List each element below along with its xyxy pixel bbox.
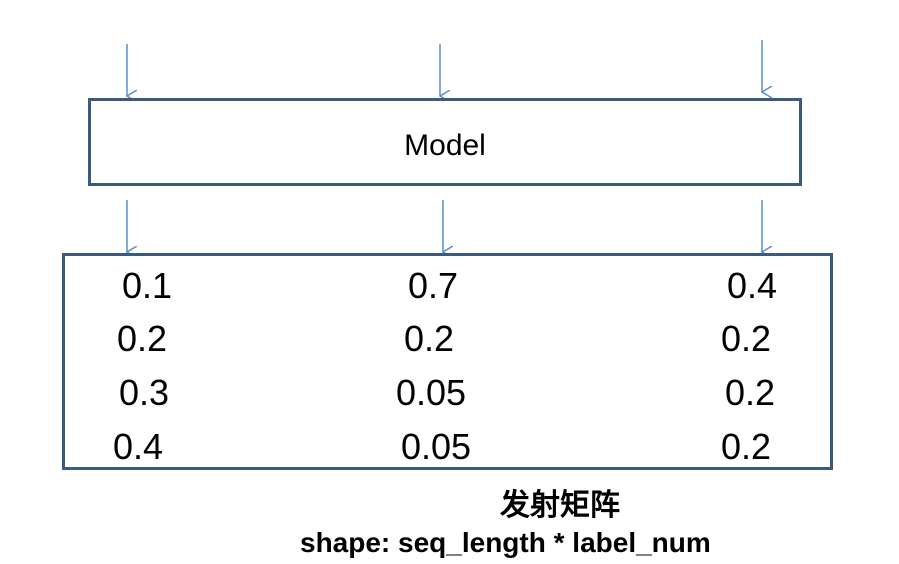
matrix-cell: 0.3 xyxy=(119,372,170,413)
model-box: Model xyxy=(88,98,802,186)
matrix-cell: 0.05 xyxy=(396,372,467,413)
matrix-cell: 0.2 xyxy=(721,318,772,359)
matrix-cell: 0.2 xyxy=(725,372,776,413)
emission-matrix-box: 0.1 0.7 0.4 0.2 0.2 0.2 0.3 0.05 0.2 0.4… xyxy=(62,253,833,470)
matrix-caption-title: 发射矩阵 xyxy=(500,488,620,523)
matrix-cell: 0.2 xyxy=(404,318,455,359)
matrix-cell: 0.4 xyxy=(727,265,778,306)
matrix-cell: 0.1 xyxy=(122,265,173,306)
matrix-cell: 0.05 xyxy=(401,426,472,467)
matrix-shape-caption: shape: seq_length * label_num xyxy=(300,527,711,558)
matrix-cell: 0.2 xyxy=(721,426,772,467)
matrix-cell: 0.4 xyxy=(113,426,164,467)
matrix-cell: 0.2 xyxy=(117,318,168,359)
matrix-cell: 0.7 xyxy=(408,265,459,306)
model-label: Model xyxy=(404,129,486,162)
